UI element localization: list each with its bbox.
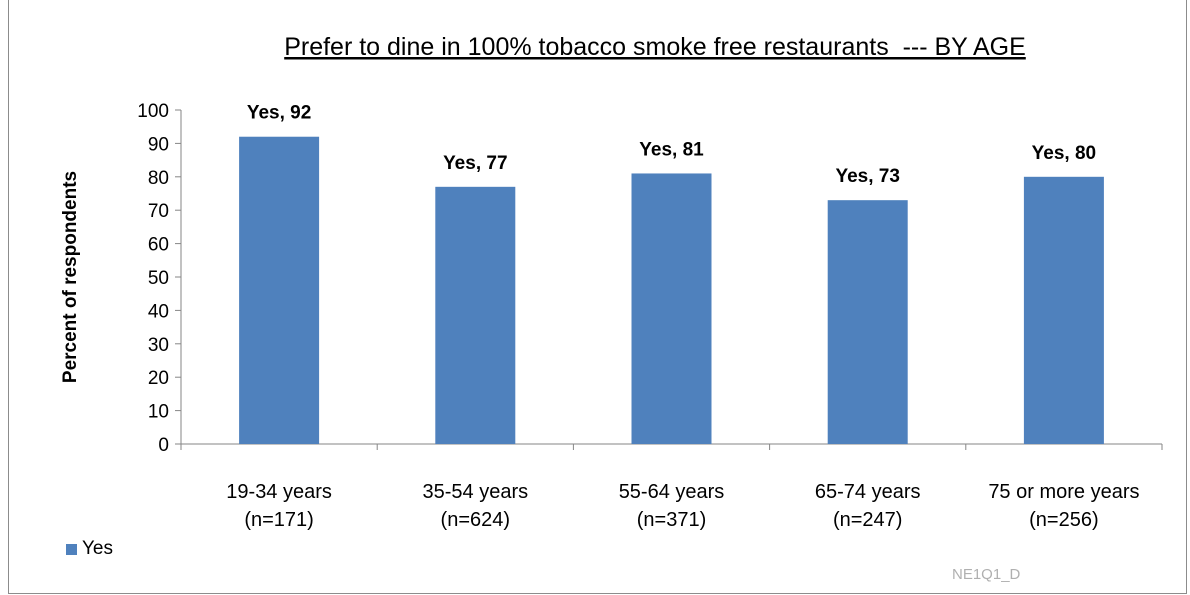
chart-title: Prefer to dine in 100% tobacco smoke fre… (284, 33, 1026, 61)
x-tick-label: (n=247) (833, 509, 903, 531)
bar (435, 186, 516, 444)
y-tick-label: 100 (137, 101, 169, 122)
y-tick-label: 0 (158, 435, 169, 456)
x-tick-label: (n=371) (637, 509, 707, 531)
y-axis: 0 10 20 30 40 50 60 70 80 90 100 (137, 101, 182, 456)
bar (1023, 176, 1104, 445)
data-label: Yes, 77 (443, 153, 507, 174)
x-tick-label: 35-54 years (422, 481, 528, 503)
bar (239, 136, 320, 444)
x-tick-label: (n=256) (1029, 509, 1099, 531)
x-axis (180, 443, 1163, 450)
data-label: Yes, 81 (639, 139, 704, 160)
y-tick-label: 50 (148, 268, 169, 289)
y-tick-label: 60 (148, 235, 169, 256)
x-tick-label: 75 or more years (988, 481, 1139, 503)
bars (239, 136, 1104, 445)
data-label: Yes, 80 (1032, 143, 1096, 164)
y-tick-label: 30 (148, 335, 169, 356)
chart-code-label: NE1Q1_D (952, 566, 1021, 583)
y-tick-label: 10 (148, 402, 169, 423)
chart-frame (8, 0, 1187, 594)
legend-swatch-yes (66, 543, 77, 555)
y-tick-label: 70 (148, 201, 169, 222)
y-tick-label: 40 (148, 301, 169, 322)
legend-label-yes: Yes (82, 538, 113, 559)
data-labels: Yes, 92 Yes, 77 Yes, 81 Yes, 73 Yes, 80 (247, 103, 1096, 187)
legend: Yes (66, 538, 113, 560)
x-tick-label: 65-74 years (815, 481, 921, 503)
x-tick-label: 55-64 years (619, 481, 725, 503)
data-label: Yes, 73 (835, 166, 899, 187)
y-tick-label: 90 (148, 134, 169, 155)
x-tick-label: (n=171) (244, 509, 314, 531)
x-tick-label: 19-34 years (226, 481, 332, 503)
data-label: Yes, 92 (247, 103, 311, 124)
bar (631, 173, 712, 444)
bar (827, 200, 908, 444)
y-axis-label: Percent of respondents (60, 171, 81, 383)
y-tick-label: 80 (148, 168, 169, 189)
x-tick-labels: 19-34 years (n=171) 35-54 years (n=624) 55-6… (226, 481, 1139, 531)
x-tick-label: (n=624) (441, 509, 511, 531)
y-tick-label: 20 (148, 368, 169, 389)
